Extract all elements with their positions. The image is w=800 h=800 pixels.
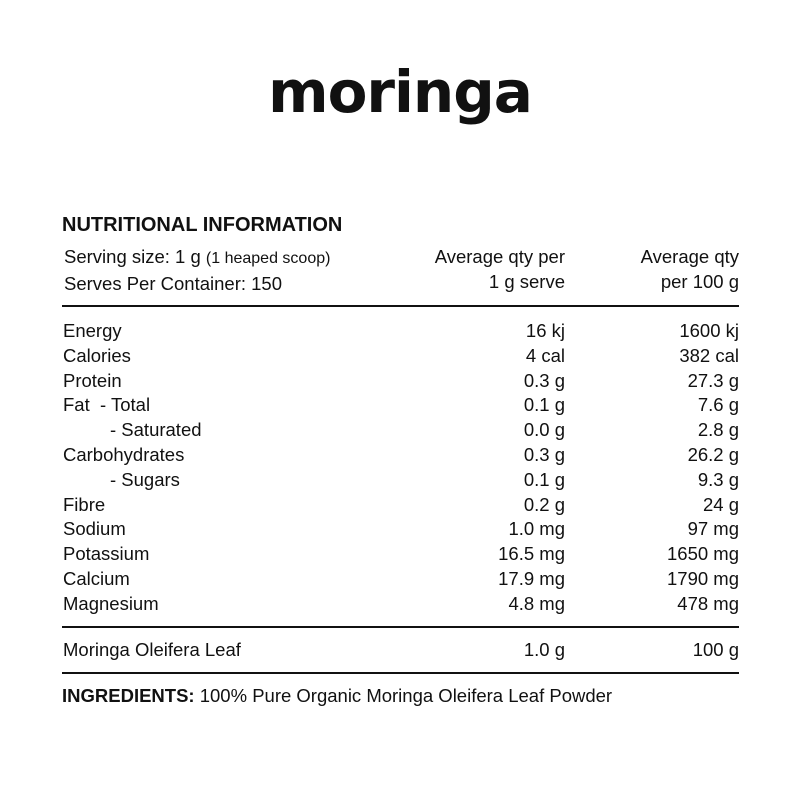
row-per-100g: 1600 kj: [679, 320, 739, 341]
row-per-100g: 1790 mg: [667, 567, 739, 589]
row-per-serve: 1.0 g: [523, 639, 565, 660]
row-per-serve: 0.2 g: [523, 493, 565, 515]
column-header-line: Average qty per: [434, 246, 565, 267]
row-per-100g: 478 mg: [677, 592, 739, 614]
ingredients-text: 100% Pure Organic Moringa Oleifera Leaf …: [194, 685, 613, 706]
row-per-100g: 1650 mg: [667, 543, 739, 565]
column-header-line: Average qty: [640, 246, 739, 267]
row-per-serve: 0.3 g: [523, 443, 565, 465]
serving-size: Serving size: 1 g: [64, 246, 201, 267]
column-header-per-100g: Average qty per 100 g: [641, 244, 739, 294]
row-per-serve: 17.9 mg: [498, 567, 565, 589]
row-name: Calories: [63, 344, 131, 366]
row-name: Moringa Oleifera Leaf: [63, 639, 241, 660]
row-per-serve: 4 cal: [525, 344, 565, 366]
row-per-serve: 16.5 mg: [498, 543, 565, 565]
row-per-100g: 24 g: [702, 493, 739, 515]
ingredients-label: INGREDIENTS:: [62, 685, 195, 706]
brand-logo: moringa: [268, 58, 533, 126]
table-row: Fibre 0.2 g 24 g: [62, 493, 739, 518]
row-per-100g: 382 cal: [679, 344, 739, 366]
column-header-line: per 100 g: [660, 271, 739, 292]
row-per-100g: 26.2 g: [687, 443, 739, 465]
table-row: Protein 0.3 g 27.3 g: [62, 369, 739, 394]
table-row: Sodium 1.0 mg 97 mg: [62, 517, 739, 542]
serves-per-container: Serves Per Container: 150: [64, 273, 283, 294]
table-row: Magnesium 4.8 mg 478 mg: [62, 592, 739, 617]
serving-info: Serving size: 1 g (1 heaped scoop) Serve…: [64, 244, 330, 296]
row-per-100g: 97 mg: [687, 518, 739, 540]
panel-title: NUTRITIONAL INFORMATION: [62, 214, 343, 236]
row-per-100g: 100 g: [692, 639, 739, 660]
table-row: Energy 16 kj 1600 kj: [62, 319, 739, 344]
table-row: Calories 4 cal 382 cal: [62, 344, 739, 369]
row-name: Fibre: [63, 493, 106, 515]
table-row: Carbohydrates 0.3 g 26.2 g: [62, 443, 739, 468]
divider: [62, 626, 739, 628]
row-name: Sodium: [63, 518, 126, 540]
row-name: Fat - Total: [63, 394, 151, 416]
row-name: - Saturated: [110, 419, 202, 441]
table-row: Moringa Oleifera Leaf 1.0 g 100 g: [62, 638, 739, 663]
table-row: Fat - Total 0.1 g 7.6 g: [62, 393, 739, 418]
row-name: Carbohydrates: [63, 443, 185, 465]
row-per-100g: 9.3 g: [697, 468, 739, 490]
row-per-serve: 1.0 mg: [508, 518, 565, 540]
ingredient-table: Moringa Oleifera Leaf 1.0 g 100 g: [62, 638, 739, 663]
row-name: Protein: [63, 369, 122, 391]
row-per-serve: 0.0 g: [523, 419, 565, 441]
row-per-serve: 0.3 g: [523, 369, 565, 391]
row-name: Energy: [63, 320, 122, 341]
row-per-serve: 0.1 g: [523, 468, 565, 490]
row-per-serve: 4.8 mg: [508, 592, 565, 614]
divider: [62, 305, 739, 307]
row-per-serve: 0.1 g: [523, 394, 565, 416]
serving-size-note: (1 heaped scoop): [205, 250, 331, 267]
table-row: - Saturated 0.0 g 2.8 g: [62, 418, 739, 443]
ingredients: INGREDIENTS: 100% Pure Organic Moringa O…: [62, 685, 612, 707]
row-name: Magnesium: [63, 592, 159, 614]
row-per-serve: 16 kj: [525, 320, 565, 341]
table-row: - Sugars 0.1 g 9.3 g: [62, 468, 739, 493]
row-name: Calcium: [63, 567, 130, 589]
divider: [62, 672, 739, 674]
nutrition-table: Energy 16 kj 1600 kj Calories 4 cal 382 c…: [62, 319, 739, 617]
table-row: Calcium 17.9 mg 1790 mg: [62, 567, 739, 592]
row-name: Potassium: [63, 543, 150, 565]
table-row: Potassium 16.5 mg 1650 mg: [62, 542, 739, 567]
row-name: - Sugars: [110, 468, 180, 490]
column-header-line: 1 g serve: [488, 271, 565, 292]
row-per-100g: 27.3 g: [687, 369, 739, 391]
row-per-100g: 7.6 g: [697, 394, 739, 416]
column-header-per-serve: Average qty per 1 g serve: [435, 244, 565, 294]
row-per-100g: 2.8 g: [697, 419, 739, 441]
